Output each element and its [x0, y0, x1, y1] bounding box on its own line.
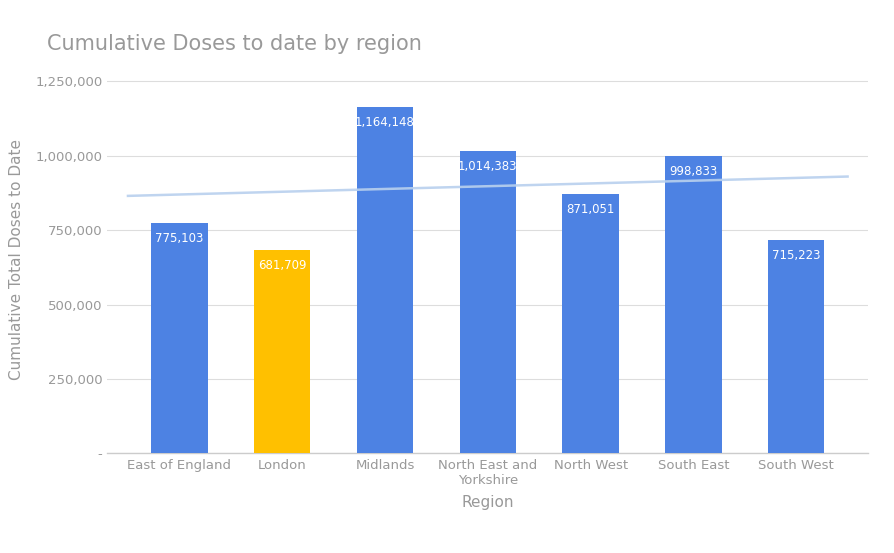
- Bar: [254, 251, 310, 453]
- Text: 998,833: 998,833: [669, 165, 717, 178]
- X-axis label: Region: Region: [461, 495, 513, 510]
- Text: 1,014,383: 1,014,383: [458, 160, 517, 173]
- Bar: [151, 223, 207, 453]
- Text: 1,164,148: 1,164,148: [355, 116, 415, 129]
- Text: 871,051: 871,051: [566, 203, 614, 216]
- Bar: [664, 156, 721, 453]
- Text: 715,223: 715,223: [771, 249, 820, 263]
- Bar: [357, 107, 413, 453]
- Text: Cumulative Doses to date by region: Cumulative Doses to date by region: [46, 34, 421, 54]
- Y-axis label: Cumulative Total Doses to Date: Cumulative Total Doses to Date: [9, 139, 24, 380]
- Text: 681,709: 681,709: [257, 259, 306, 273]
- Bar: [561, 194, 618, 453]
- Bar: [459, 152, 516, 453]
- Bar: [767, 241, 823, 453]
- Text: 775,103: 775,103: [155, 232, 203, 244]
